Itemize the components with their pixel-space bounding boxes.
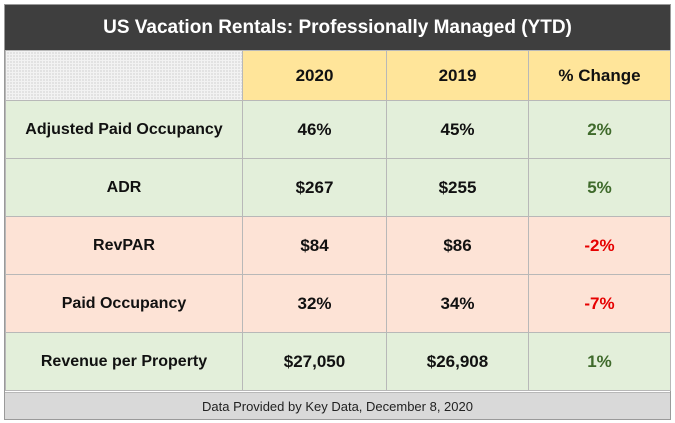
metric-label: RevPAR — [5, 216, 243, 275]
table-row: ADR $267 $255 5% — [5, 158, 671, 217]
value-2020: 46% — [242, 100, 387, 159]
metric-label: Paid Occupancy — [5, 274, 243, 333]
metrics-table: 2020 2019 % Change Adjusted Paid Occupan… — [5, 50, 671, 391]
percent-change: 2% — [528, 100, 671, 159]
table-body: Adjusted Paid Occupancy 46% 45% 2% ADR $267 $2… — [5, 100, 671, 391]
table-row: RevPAR $84 $86 -2% — [5, 216, 671, 275]
value-2019: $26,908 — [386, 332, 529, 391]
percent-change: 1% — [528, 332, 671, 391]
percent-change: -2% — [528, 216, 671, 275]
metric-label: ADR — [5, 158, 243, 217]
value-2020: $27,050 — [242, 332, 387, 391]
source-note: Data Provided by Key Data, December 8, 2… — [5, 392, 670, 419]
value-2020: 32% — [242, 274, 387, 333]
metric-label: Revenue per Property — [5, 332, 243, 391]
table-card: US Vacation Rentals: Professionally Mana… — [4, 4, 671, 420]
percent-change: -7% — [528, 274, 671, 333]
column-header-change: % Change — [528, 50, 671, 101]
table-row: Adjusted Paid Occupancy 46% 45% 2% — [5, 100, 671, 159]
metric-label: Adjusted Paid Occupancy — [5, 100, 243, 159]
value-2019: 45% — [386, 100, 529, 159]
header-row: 2020 2019 % Change — [5, 50, 671, 101]
value-2019: $86 — [386, 216, 529, 275]
table-title: US Vacation Rentals: Professionally Mana… — [5, 5, 670, 50]
value-2020: $267 — [242, 158, 387, 217]
table-row: Paid Occupancy 32% 34% -7% — [5, 274, 671, 333]
value-2019: $255 — [386, 158, 529, 217]
percent-change: 5% — [528, 158, 671, 217]
corner-cell — [5, 50, 243, 101]
column-header-2019: 2019 — [386, 50, 529, 101]
column-header-2020: 2020 — [242, 50, 387, 101]
value-2020: $84 — [242, 216, 387, 275]
value-2019: 34% — [386, 274, 529, 333]
table-row: Revenue per Property $27,050 $26,908 1% — [5, 332, 671, 391]
